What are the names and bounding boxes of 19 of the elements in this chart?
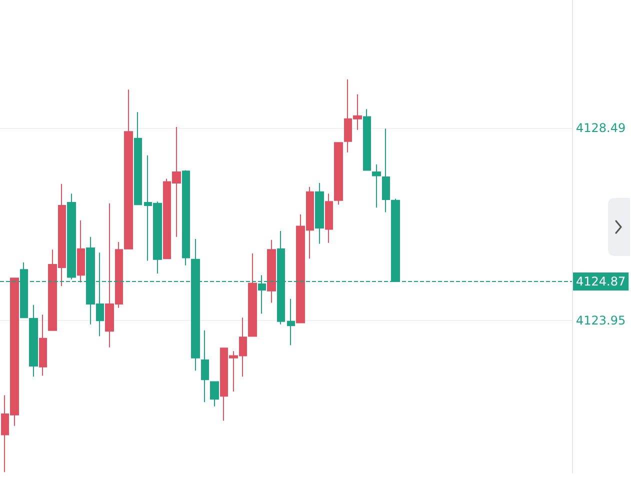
- candlestick: [210, 381, 219, 407]
- candlestick: [182, 170, 190, 266]
- candlestick: [287, 298, 295, 346]
- candlestick: [267, 239, 276, 304]
- candlestick: [363, 108, 371, 171]
- ref-line-label: 4124.87: [576, 274, 626, 289]
- candlestick: [134, 112, 142, 206]
- candlestick: [315, 182, 324, 244]
- candlestick: [201, 330, 209, 403]
- candlestick: [382, 128, 390, 213]
- candlestick: [39, 314, 47, 376]
- candlestick: [372, 164, 381, 208]
- candlestick: [77, 220, 85, 283]
- y-tick-label: 4128.49: [576, 120, 626, 135]
- candlestick: [334, 142, 343, 206]
- candlestick: [29, 304, 38, 378]
- y-tick-label: 4123.95: [576, 314, 626, 328]
- candlestick: [67, 193, 76, 280]
- candlestick: [325, 193, 333, 244]
